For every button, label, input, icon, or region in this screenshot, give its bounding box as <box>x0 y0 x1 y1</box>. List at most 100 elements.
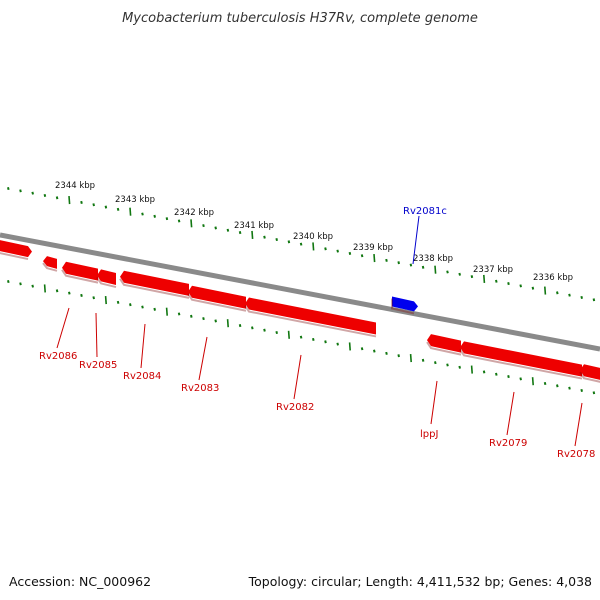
outer-scale-minor-tick <box>55 196 59 200</box>
outer-scale-minor-tick <box>592 298 596 302</box>
gene-arrow-lppj[interactable] <box>426 334 462 356</box>
gene-label-rv2085[interactable]: Rv2085 <box>79 360 117 371</box>
gene-arrow-rv2084[interactable] <box>119 270 190 299</box>
outer-scale-minor-tick <box>324 247 327 251</box>
inner-scale-minor-tick <box>141 305 144 309</box>
outer-scale-minor-tick <box>19 189 22 193</box>
inner-scale-major-tick <box>470 365 473 374</box>
outer-scale-minor-tick <box>92 203 95 207</box>
outer-scale-minor-tick <box>336 249 339 253</box>
gene-arrow-rv2085b[interactable] <box>96 269 117 289</box>
outer-scale-minor-tick <box>580 295 583 299</box>
gene-label-rv2082[interactable]: Rv2082 <box>276 402 314 413</box>
scale-label: 2338 kbp <box>413 254 453 264</box>
inner-scale-minor-tick <box>251 326 254 330</box>
label-leaders <box>56 215 583 447</box>
outer-scale-minor-tick <box>299 242 303 246</box>
scale-label: 2340 kbp <box>293 232 333 242</box>
inner-scale-minor-tick <box>568 386 571 390</box>
outer-scale-minor-tick <box>275 237 278 242</box>
gene-arrow-rv2079[interactable] <box>459 341 583 380</box>
inner-scale-minor-tick <box>153 307 156 311</box>
gene-label-rv2079[interactable]: Rv2079 <box>489 438 527 449</box>
leader-rv2084 <box>140 323 146 369</box>
scale-labels: 2344 kbp 2343 kbp 2342 kbp 2341 kbp 2340 kbp… <box>55 181 573 283</box>
gene-arrow-rv2083[interactable] <box>187 285 247 312</box>
outer-scale-minor-tick <box>458 272 461 276</box>
leader-rv2081c <box>412 215 420 265</box>
inner-scale-minor-tick <box>360 347 364 351</box>
outer-scale-minor-tick <box>80 200 83 204</box>
outer-scale-minor-tick <box>287 240 291 244</box>
gene-arrow-rv2085[interactable] <box>61 261 99 284</box>
outer-scale-minor-tick <box>360 254 364 258</box>
scale-label: 2336 kbp <box>533 273 573 283</box>
inner-scale-minor-tick <box>68 291 71 295</box>
inner-scale-minor-tick <box>336 342 339 346</box>
gene-label-rv2078[interactable]: Rv2078 <box>557 449 595 460</box>
outer-scale-minor-tick <box>31 191 34 195</box>
inner-scale-minor-tick <box>129 303 132 307</box>
outer-scale-minor-tick <box>238 231 242 235</box>
scale-label: 2343 kbp <box>115 195 155 205</box>
inner-scale-minor-tick <box>214 319 217 323</box>
inner-scale-minor-tick <box>116 300 120 304</box>
outer-scale-minor-tick <box>495 279 498 283</box>
gene-features <box>0 239 600 383</box>
inner-scale-minor-tick <box>190 314 193 318</box>
gene-arrow-rv2086[interactable] <box>42 256 58 272</box>
inner-scale-minor-tick <box>312 337 315 341</box>
inner-scale-major-tick <box>43 284 46 293</box>
inner-scale-major-tick <box>287 330 290 339</box>
gene-label-rv2081c[interactable]: Rv2081c <box>403 206 447 217</box>
outer-scale-minor-tick <box>7 186 10 191</box>
inner-scale-major-tick <box>348 342 351 351</box>
leader-rv2083 <box>198 336 208 381</box>
inner-scale-minor-tick <box>202 317 205 321</box>
outer-scale-major-tick <box>483 274 486 283</box>
outer-scale-minor-tick <box>141 212 144 216</box>
inner-scale-minor-tick <box>31 284 34 288</box>
inner-scale-minor-tick <box>263 328 266 332</box>
gene-arrow-rv2078[interactable] <box>579 364 600 383</box>
inner-scale-major-tick <box>409 353 412 363</box>
outer-scale-minor-tick <box>446 270 449 274</box>
inner-scale-minor-tick <box>458 365 461 369</box>
inner-scale-minor-tick <box>519 377 522 381</box>
outer-scale-major-tick <box>544 286 547 295</box>
scale-label: 2342 kbp <box>174 208 214 218</box>
outer-scale-minor-tick <box>568 293 571 297</box>
outer-scale-track <box>7 186 596 302</box>
gene-label-rv2086[interactable]: Rv2086 <box>39 351 77 362</box>
outer-scale-minor-tick <box>116 207 120 211</box>
gene-label-rv2084[interactable]: Rv2084 <box>123 371 161 382</box>
gene-label-rv2083[interactable]: Rv2083 <box>181 383 219 394</box>
accession-label: Accession: NC_000962 <box>9 574 152 589</box>
outer-scale-minor-tick <box>556 291 559 295</box>
gene-arrow-left-edge[interactable] <box>0 239 32 261</box>
inner-scale-minor-tick <box>19 282 22 286</box>
outer-scale-minor-tick <box>177 219 181 223</box>
inner-scale-minor-tick <box>177 312 181 316</box>
outer-scale-minor-tick <box>348 251 352 255</box>
outer-scale-minor-tick <box>507 282 510 286</box>
inner-scale-minor-tick <box>495 372 498 376</box>
outer-scale-minor-tick <box>531 286 535 290</box>
gene-arrow-rv2082[interactable] <box>244 297 377 338</box>
inner-scale-minor-tick <box>397 354 400 358</box>
inner-scale-minor-tick <box>421 358 425 362</box>
gene-label-lppj[interactable]: lppJ <box>420 429 438 440</box>
inner-scale-minor-tick <box>543 381 547 386</box>
outer-scale-minor-tick <box>519 284 522 288</box>
outer-scale-minor-tick <box>43 193 47 197</box>
gene-arrow-rv2081c[interactable] <box>391 296 418 315</box>
leader-rv2085 <box>95 312 98 358</box>
inner-scale-minor-tick <box>373 349 376 353</box>
outer-scale-minor-tick <box>165 217 169 221</box>
inner-scale-minor-tick <box>275 330 278 335</box>
leader-rv2078 <box>574 402 583 447</box>
outer-scale-minor-tick <box>214 226 217 230</box>
inner-scale-major-tick <box>226 319 229 328</box>
leader-lppj <box>430 380 438 425</box>
inner-scale-major-tick <box>165 307 168 316</box>
